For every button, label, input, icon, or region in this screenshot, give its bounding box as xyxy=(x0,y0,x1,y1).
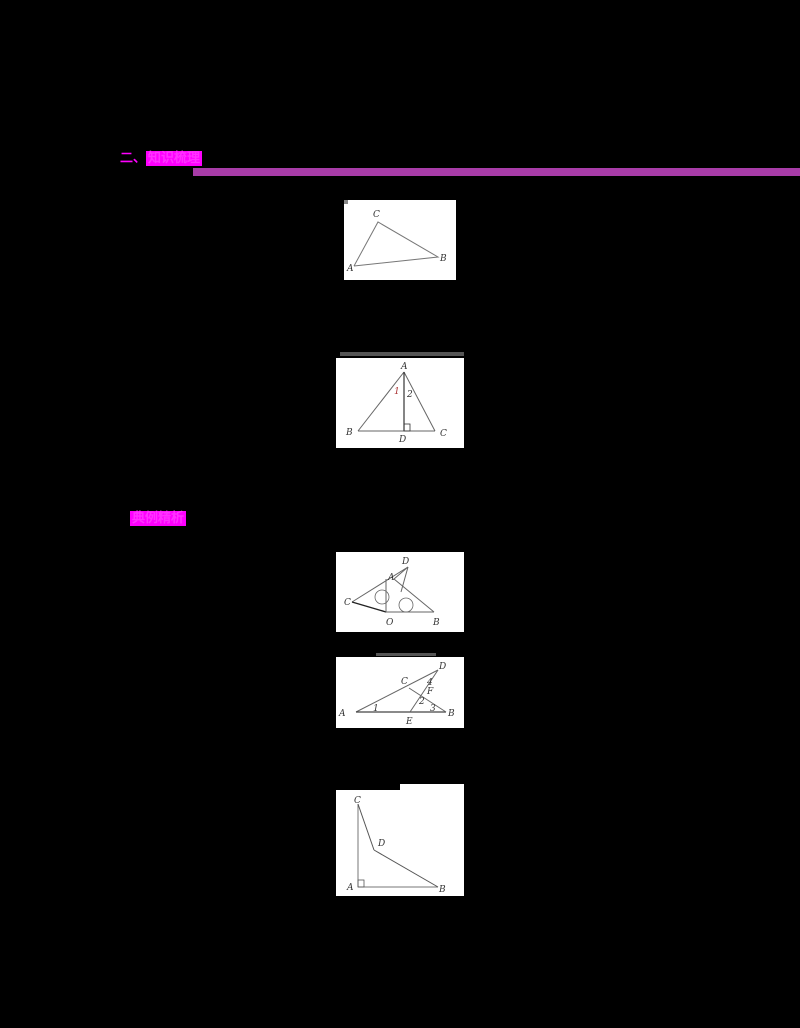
label-a: A xyxy=(346,264,354,274)
angle-1-label: 1 xyxy=(373,704,379,714)
section-divider-rule xyxy=(193,168,800,176)
label-e: E xyxy=(405,717,413,727)
label-b: B xyxy=(447,709,455,719)
label-b: B xyxy=(439,254,447,264)
angle-2-label: 2 xyxy=(406,390,413,400)
label-c: C xyxy=(373,210,380,220)
figure-triangles-circles: D A C O B xyxy=(336,552,464,632)
circles-diagram: D A C O B xyxy=(344,557,440,628)
label-b: B xyxy=(438,885,446,895)
figure-right-triangle: C D A B xyxy=(336,784,464,896)
label-a: A xyxy=(346,883,354,893)
angle-4-label: 4 xyxy=(426,678,433,688)
angle-2-label: 2 xyxy=(418,697,425,707)
figure-triangle-abc: C A B xyxy=(344,200,456,280)
figure-caption-bar xyxy=(376,653,436,656)
label-d: D xyxy=(438,662,446,672)
section-number: 二、 xyxy=(120,151,147,166)
figure-altitude-triangle: A B C D 1 2 xyxy=(336,358,464,448)
section-heading-1: 二、 知识梳理 xyxy=(120,151,203,167)
right-triangle-diagram: C D A B xyxy=(336,784,446,895)
label-o: O xyxy=(386,618,394,628)
label-b: B xyxy=(345,428,353,438)
label-c: C xyxy=(344,598,351,608)
figure-angles-triangle: A B C D E F 1 2 3 4 xyxy=(336,657,464,728)
angle-3-label: 3 xyxy=(430,704,436,714)
label-c: C xyxy=(401,677,408,687)
section-heading-2: 典例精析 xyxy=(130,511,187,527)
figure-marker xyxy=(344,200,348,204)
label-d: D xyxy=(398,435,406,445)
label-d: D xyxy=(401,557,409,567)
altitude-diagram: A B C D 1 2 xyxy=(345,362,447,445)
section-title: 典例精析 xyxy=(130,511,187,526)
label-a: A xyxy=(400,362,408,372)
label-c: C xyxy=(440,429,447,439)
label-b: B xyxy=(432,618,440,628)
label-a: A xyxy=(387,573,395,583)
label-d: D xyxy=(377,839,385,849)
label-c: C xyxy=(354,796,361,806)
triangle-diagram: C A B xyxy=(346,210,447,274)
angle-1-label: 1 xyxy=(394,387,400,397)
label-f: F xyxy=(426,687,434,697)
section-title: 知识梳理 xyxy=(146,151,203,166)
label-a: A xyxy=(338,709,346,719)
angles-diagram: A B C D E F 1 2 3 4 xyxy=(338,662,455,727)
figure-caption-bar xyxy=(340,352,464,356)
